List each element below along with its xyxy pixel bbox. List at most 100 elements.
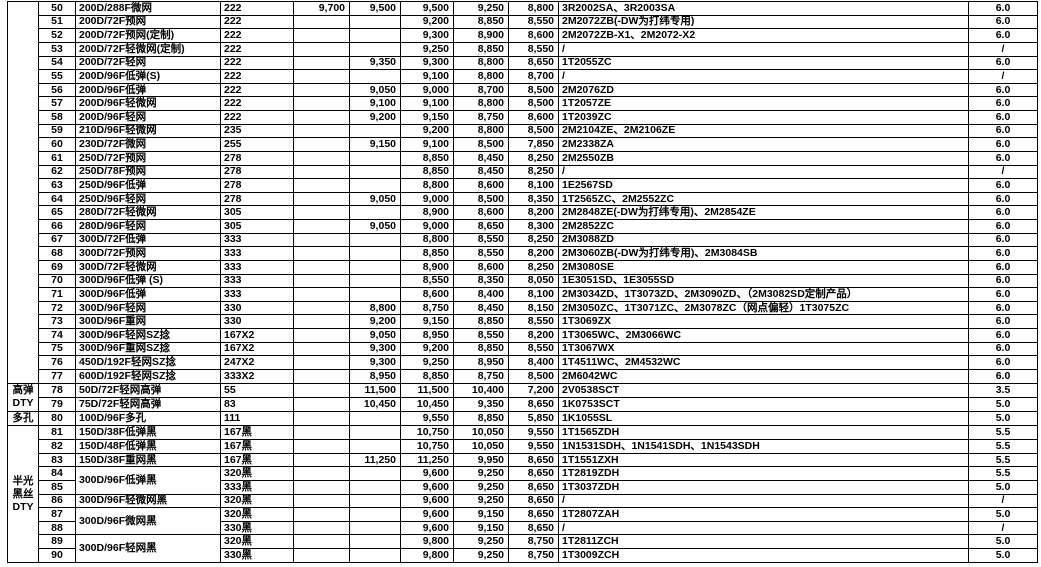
price-p1-cell — [293, 425, 350, 441]
price-p5-cell: 8,700 — [508, 69, 559, 84]
code-cell: 3R2002SA、3R2003SA — [558, 1, 969, 16]
grade-cell: 6.0 — [968, 55, 1038, 71]
price-p4-cell: 8,800 — [453, 55, 509, 71]
price-p4-cell: 8,950 — [453, 355, 509, 370]
code-cell: 2M2848ZE(-DW为打纬专用)、2M2854ZE — [558, 205, 969, 220]
table-row: 60 230D/72F微网 255 9,150 9,100 8,500 7,850 2M233… — [8, 137, 1038, 152]
table-row: 62 250D/78F预网 278 8,850 8,450 8,250// — [8, 164, 1038, 180]
price-p4-cell: 9,350 — [453, 396, 509, 412]
price-p3-cell: 9,100 — [400, 137, 454, 152]
price-p4-cell: 8,600 — [453, 205, 509, 220]
product-name-cell: 150D/48F低弹黑 — [75, 439, 221, 454]
price-p2-cell — [349, 410, 401, 427]
grade-cell: 6.0 — [968, 287, 1038, 302]
row-number-cell: 51 — [38, 14, 76, 30]
table-row: 68 300D/72F预网 333 8,850 8,550 8,200 2M3060ZB(-… — [8, 246, 1038, 261]
table-row: 51 200D/72F预网 222 9,200 8,850 8,550 2M2072ZB(-… — [8, 14, 1038, 30]
grade-cell: 5.0 — [968, 507, 1038, 522]
price-p5-cell: 8,200 — [508, 246, 559, 261]
price-p4-cell: 8,550 — [453, 232, 509, 248]
row-number-cell: 64 — [38, 191, 76, 207]
row-number-cell: 85 — [38, 479, 76, 495]
grade-cell: 6.0 — [968, 137, 1038, 152]
price-p1-cell — [293, 55, 350, 71]
spec-cell: 305 — [220, 205, 294, 220]
code-cell: 2M2076ZD — [558, 82, 969, 98]
price-p5-cell: 8,600 — [508, 28, 559, 43]
price-p3-cell: 9,150 — [400, 110, 454, 125]
price-p2-cell: 10,450 — [349, 396, 401, 412]
price-p1-cell: 9,700 — [293, 1, 350, 16]
product-name-cell: 300D/96F轻网黑 — [75, 534, 221, 563]
grade-cell: 5.0 — [968, 548, 1038, 563]
table-row: 73 300D/96F重网 330 9,200 9,150 8,850 8,550 1T306… — [8, 314, 1038, 329]
spec-cell: 330黑 — [220, 520, 294, 536]
product-name-cell: 200D/96F低弹 — [75, 82, 221, 98]
price-p1-cell — [293, 82, 350, 98]
price-p2-cell: 9,050 — [349, 219, 401, 234]
code-cell: / — [558, 41, 969, 57]
row-number-cell: 63 — [38, 178, 76, 193]
row-number-cell: 77 — [38, 368, 76, 384]
code-cell: 2M2072ZB(-DW为打纬专用) — [558, 14, 969, 30]
code-cell: 1T3037ZDH — [558, 479, 969, 495]
table-row: 57 200D/96F轻微网 222 9,100 9,100 8,800 8,500 1T20… — [8, 96, 1038, 111]
price-p2-cell — [349, 273, 401, 289]
group-label-line: 半光 — [12, 474, 34, 487]
price-p2-cell — [349, 14, 401, 30]
price-p1-cell — [293, 137, 350, 152]
grade-cell: 6.0 — [968, 110, 1038, 125]
row-number-cell: 50 — [38, 1, 76, 16]
grade-cell: 6.0 — [968, 259, 1038, 275]
price-p1-cell — [293, 164, 350, 180]
price-p1-cell — [293, 14, 350, 30]
price-p5-cell: 8,650 — [508, 493, 559, 509]
price-p2-cell — [349, 41, 401, 57]
product-name-cell: 250D/78F预网 — [75, 164, 221, 180]
price-p1-cell — [293, 273, 350, 289]
price-p1-cell — [293, 507, 350, 522]
group-label-line: 高弹 — [12, 384, 34, 397]
spec-cell: 167黑 — [220, 452, 294, 468]
price-p4-cell: 9,250 — [453, 479, 509, 495]
price-p5-cell: 8,500 — [508, 96, 559, 111]
product-name-cell: 150D/38F低弹黑 — [75, 425, 221, 441]
spec-cell: 247X2 — [220, 355, 294, 370]
code-cell: 1N1531SDH、1N1541SDH、1N1543SDH — [558, 439, 969, 454]
spec-cell: 278 — [220, 164, 294, 180]
table-row: 54 200D/72F轻网 222 9,350 9,300 8,800 8,650 1T205… — [8, 55, 1038, 71]
grade-cell: 6.0 — [968, 300, 1038, 316]
group-label-line: DTY — [12, 397, 34, 410]
table-row: 65 280D/72F轻微网 305 8,900 8,600 8,200 2M2848ZE(… — [8, 205, 1038, 220]
price-p3-cell: 11,250 — [400, 452, 454, 468]
price-p4-cell: 8,450 — [453, 300, 509, 316]
price-p5-cell: 8,350 — [508, 191, 559, 207]
group-label-cell — [7, 1, 39, 384]
grade-cell: 6.0 — [968, 123, 1038, 139]
spec-cell: 222 — [220, 28, 294, 43]
row-number-cell: 67 — [38, 232, 76, 248]
price-p3-cell: 9,550 — [400, 410, 454, 427]
code-cell: 1T1551ZXH — [558, 452, 969, 468]
spec-cell: 255 — [220, 137, 294, 152]
price-p3-cell: 9,250 — [400, 355, 454, 370]
product-name-cell: 230D/72F微网 — [75, 137, 221, 152]
table-row: 74 300D/96F轻网SZ捻 167X2 9,050 8,950 8,550 8,200… — [8, 328, 1038, 343]
code-cell: 1T3069ZX — [558, 314, 969, 329]
price-p4-cell: 9,150 — [453, 520, 509, 536]
spec-cell: 222 — [220, 41, 294, 57]
spec-cell: 55 — [220, 382, 294, 398]
grade-cell: 6.0 — [968, 232, 1038, 248]
code-cell: 2M3034ZD、1T3073ZD、2M3090ZD、（2M3082SD定制产品… — [558, 287, 969, 302]
product-name-cell: 210D/96F轻微网 — [75, 123, 221, 139]
price-p5-cell: 8,650 — [508, 466, 559, 481]
price-p2-cell — [349, 150, 401, 166]
price-p4-cell: 8,600 — [453, 259, 509, 275]
spec-cell: 167X2 — [220, 341, 294, 357]
spec-cell: 222 — [220, 96, 294, 111]
code-cell: 2M6042WC — [558, 368, 969, 384]
spec-cell: 305 — [220, 219, 294, 234]
price-p2-cell — [349, 69, 401, 84]
table-row: 半光 黑丝 DTY 81 150D/38F低弹黑 167黑 10,750 10,050 9,55… — [7, 425, 1038, 563]
spec-cell: 278 — [220, 150, 294, 166]
